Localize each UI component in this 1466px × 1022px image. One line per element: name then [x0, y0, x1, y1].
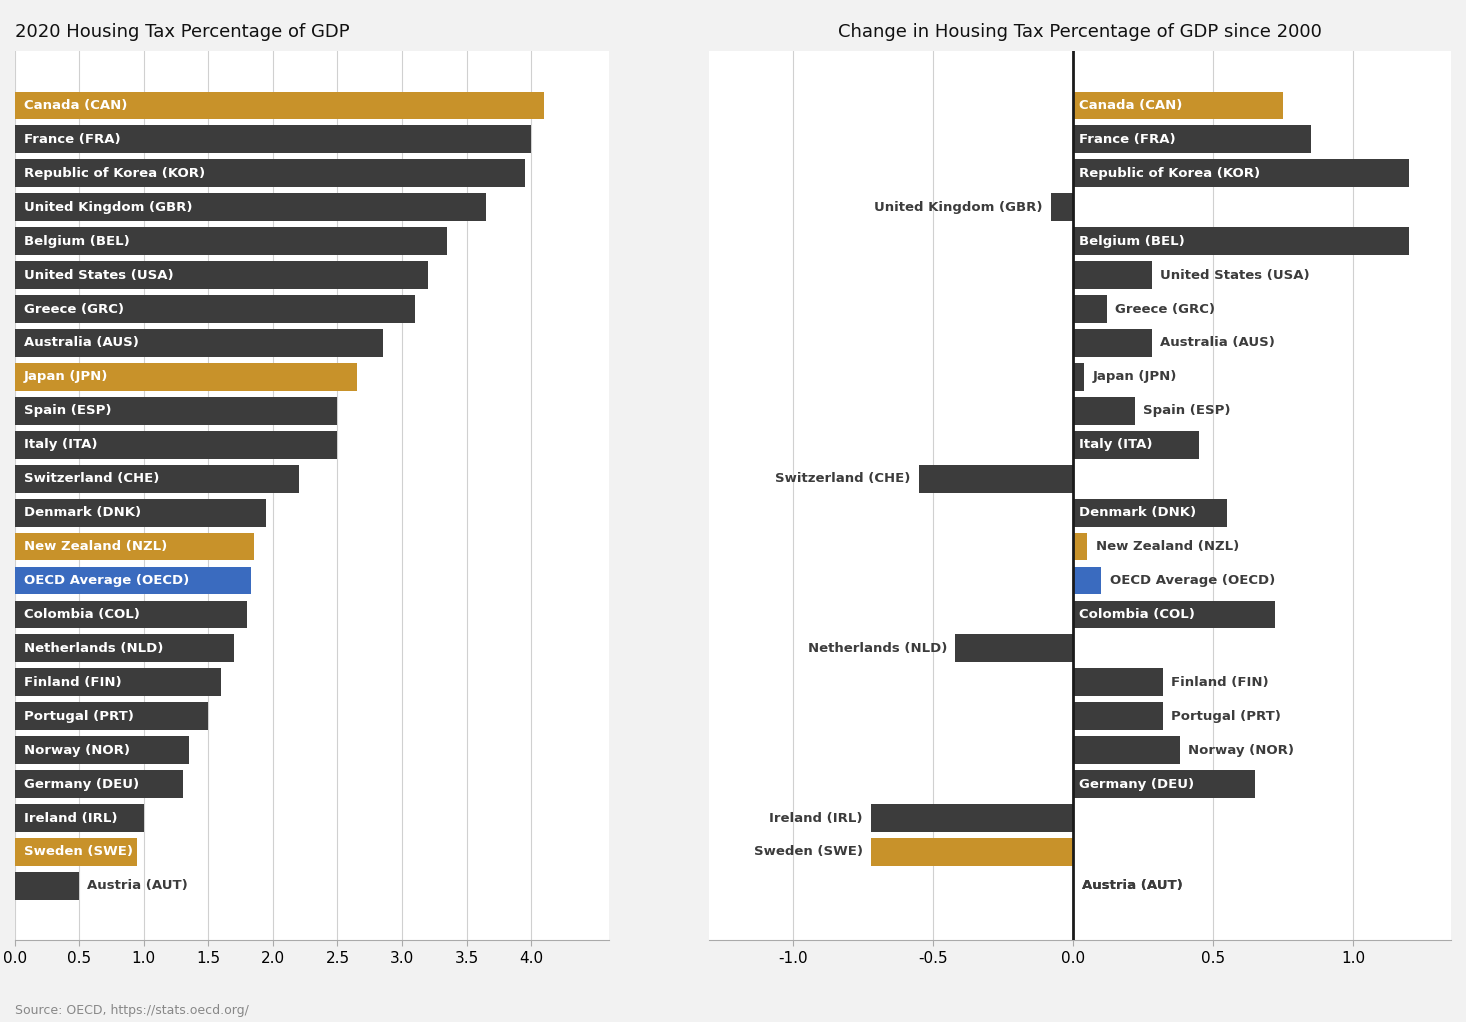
Text: Austria (AUT): Austria (AUT): [86, 879, 188, 892]
Text: Belgium (BEL): Belgium (BEL): [1079, 235, 1185, 247]
Text: Australia (AUS): Australia (AUS): [23, 336, 139, 350]
Text: Germany (DEU): Germany (DEU): [1079, 778, 1193, 791]
Text: Australia (AUS): Australia (AUS): [1160, 336, 1275, 350]
Text: Netherlands (NLD): Netherlands (NLD): [23, 642, 163, 655]
Text: France (FRA): France (FRA): [1079, 133, 1176, 146]
Bar: [1073, 295, 1107, 323]
Text: Switzerland (CHE): Switzerland (CHE): [776, 472, 910, 485]
Text: United Kingdom (GBR): United Kingdom (GBR): [23, 200, 192, 214]
Bar: [1073, 227, 1409, 256]
Bar: [1073, 601, 1275, 629]
Text: Switzerland (CHE): Switzerland (CHE): [23, 472, 160, 485]
Bar: [15, 126, 531, 153]
Text: Source: OECD, https://stats.oecd.org/: Source: OECD, https://stats.oecd.org/: [15, 1004, 249, 1017]
Text: Republic of Korea (KOR): Republic of Korea (KOR): [1079, 167, 1259, 180]
Text: United Kingdom (GBR): United Kingdom (GBR): [874, 200, 1042, 214]
Text: Germany (DEU): Germany (DEU): [23, 778, 139, 791]
Text: Japan (JPN): Japan (JPN): [23, 370, 108, 383]
Bar: [15, 702, 208, 730]
Bar: [871, 804, 1073, 832]
Text: Austria (AUT): Austria (AUT): [1082, 879, 1182, 892]
Text: United States (USA): United States (USA): [1160, 269, 1309, 282]
Bar: [15, 262, 428, 289]
Text: Japan (JPN): Japan (JPN): [1092, 370, 1177, 383]
Text: Spain (ESP): Spain (ESP): [23, 405, 111, 417]
Bar: [15, 872, 79, 899]
Text: Sweden (SWE): Sweden (SWE): [754, 845, 863, 858]
Text: Austria (AUT): Austria (AUT): [1082, 879, 1182, 892]
Text: New Zealand (NZL): New Zealand (NZL): [1095, 540, 1239, 553]
Bar: [15, 92, 544, 120]
Bar: [1073, 397, 1135, 425]
Bar: [919, 465, 1073, 493]
Text: Netherlands (NLD): Netherlands (NLD): [808, 642, 947, 655]
Text: Ireland (IRL): Ireland (IRL): [770, 811, 863, 825]
Bar: [1073, 329, 1152, 357]
Bar: [1073, 262, 1152, 289]
Bar: [15, 227, 447, 256]
Bar: [956, 635, 1073, 662]
Text: Colombia (COL): Colombia (COL): [23, 608, 139, 621]
Text: Greece (GRC): Greece (GRC): [1116, 303, 1215, 316]
Bar: [15, 838, 138, 866]
Text: 2020 Housing Tax Percentage of GDP: 2020 Housing Tax Percentage of GDP: [15, 24, 349, 41]
Bar: [1073, 532, 1088, 560]
Text: New Zealand (NZL): New Zealand (NZL): [23, 540, 167, 553]
Bar: [15, 804, 144, 832]
Text: Norway (NOR): Norway (NOR): [1187, 744, 1294, 756]
Bar: [15, 736, 189, 764]
Text: Finland (FIN): Finland (FIN): [1171, 676, 1268, 689]
Text: Finland (FIN): Finland (FIN): [23, 676, 122, 689]
Bar: [15, 159, 525, 187]
Text: Canada (CAN): Canada (CAN): [23, 99, 128, 112]
Text: Norway (NOR): Norway (NOR): [23, 744, 129, 756]
Text: Denmark (DNK): Denmark (DNK): [1079, 506, 1196, 519]
Text: Italy (ITA): Italy (ITA): [23, 438, 97, 452]
Bar: [15, 499, 267, 526]
Bar: [1073, 771, 1255, 798]
Bar: [1073, 668, 1163, 696]
Text: Portugal (PRT): Portugal (PRT): [23, 709, 133, 723]
Text: Republic of Korea (KOR): Republic of Korea (KOR): [23, 167, 205, 180]
Text: OECD Average (OECD): OECD Average (OECD): [1110, 574, 1275, 587]
Bar: [15, 668, 221, 696]
Bar: [1073, 566, 1101, 595]
Bar: [1073, 702, 1163, 730]
Bar: [15, 397, 337, 425]
Text: Ireland (IRL): Ireland (IRL): [23, 811, 117, 825]
Bar: [15, 566, 251, 595]
Bar: [1073, 499, 1227, 526]
Bar: [1073, 431, 1199, 459]
Text: Sweden (SWE): Sweden (SWE): [23, 845, 133, 858]
Bar: [871, 838, 1073, 866]
Bar: [1051, 193, 1073, 221]
Bar: [15, 771, 183, 798]
Bar: [15, 363, 356, 390]
Bar: [15, 465, 299, 493]
Bar: [1073, 126, 1311, 153]
Bar: [15, 532, 254, 560]
Text: Portugal (PRT): Portugal (PRT): [1171, 709, 1281, 723]
Text: France (FRA): France (FRA): [23, 133, 120, 146]
Bar: [15, 601, 248, 629]
Text: United States (USA): United States (USA): [23, 269, 173, 282]
Text: Greece (GRC): Greece (GRC): [23, 303, 123, 316]
Bar: [1073, 92, 1283, 120]
Bar: [1073, 736, 1180, 764]
Bar: [15, 329, 383, 357]
Bar: [15, 193, 485, 221]
Text: Canada (CAN): Canada (CAN): [1079, 99, 1182, 112]
Bar: [1073, 159, 1409, 187]
Text: Italy (ITA): Italy (ITA): [1079, 438, 1152, 452]
Title: Change in Housing Tax Percentage of GDP since 2000: Change in Housing Tax Percentage of GDP …: [839, 24, 1322, 41]
Text: Colombia (COL): Colombia (COL): [1079, 608, 1195, 621]
Text: OECD Average (OECD): OECD Average (OECD): [23, 574, 189, 587]
Bar: [15, 635, 235, 662]
Text: Denmark (DNK): Denmark (DNK): [23, 506, 141, 519]
Text: Spain (ESP): Spain (ESP): [1143, 405, 1230, 417]
Bar: [1073, 363, 1085, 390]
Bar: [15, 295, 415, 323]
Bar: [15, 431, 337, 459]
Text: Belgium (BEL): Belgium (BEL): [23, 235, 129, 247]
